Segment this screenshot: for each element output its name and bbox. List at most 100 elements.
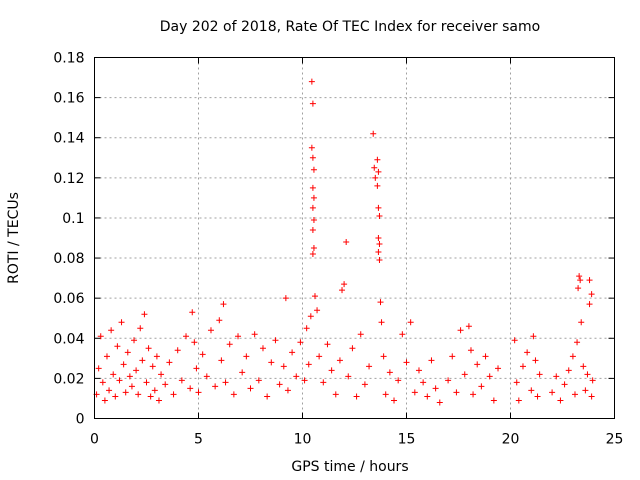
data-point <box>386 369 393 376</box>
data-point <box>370 130 377 137</box>
data-point <box>178 377 185 384</box>
data-point <box>147 393 154 400</box>
data-point <box>289 349 296 356</box>
data-point <box>575 285 582 292</box>
data-point <box>565 367 572 374</box>
data-point <box>375 235 382 241</box>
data-point <box>580 363 587 370</box>
data-point <box>309 154 316 161</box>
data-point <box>495 365 502 372</box>
data-point <box>99 379 106 386</box>
data-point <box>571 391 578 398</box>
data-point <box>305 361 312 368</box>
data-point <box>371 164 378 171</box>
data-point <box>532 357 539 364</box>
y-tick-label: 0.02 <box>53 371 84 387</box>
data-point <box>361 381 368 388</box>
data-point <box>586 277 593 284</box>
data-point <box>143 379 150 386</box>
chart-title: Day 202 of 2018, Rate Of TEC Index for r… <box>160 19 540 35</box>
data-point <box>193 365 200 372</box>
data-point <box>284 387 291 394</box>
data-point <box>324 341 331 348</box>
data-point <box>376 241 383 248</box>
data-point <box>366 363 373 370</box>
data-point <box>339 287 346 294</box>
data-point <box>411 389 418 396</box>
data-point <box>320 379 327 386</box>
data-point <box>314 307 321 314</box>
y-tick-label: 0 <box>76 412 85 428</box>
y-tick-label: 0.04 <box>53 331 84 347</box>
data-point <box>376 257 383 264</box>
data-point <box>251 331 258 338</box>
data-point <box>97 333 104 340</box>
data-point <box>345 373 352 380</box>
data-point <box>578 319 585 326</box>
data-point <box>382 391 389 398</box>
data-point <box>588 393 595 400</box>
data-point <box>235 333 242 340</box>
data-point <box>95 365 102 372</box>
data-point <box>415 367 422 374</box>
data-point <box>557 397 564 404</box>
data-point <box>490 397 497 404</box>
y-tick-label: 0.18 <box>53 51 84 67</box>
x-tick-label: 15 <box>398 432 416 448</box>
data-point <box>162 381 169 388</box>
data-point <box>212 383 219 390</box>
y-tick-label: 0.16 <box>53 91 84 107</box>
data-point <box>166 359 173 366</box>
data-point <box>432 385 439 392</box>
data-point <box>308 78 315 85</box>
x-tick-label: 0 <box>90 432 99 448</box>
data-point <box>375 249 382 256</box>
x-tick-label: 10 <box>294 432 312 448</box>
data-point <box>378 319 385 326</box>
data-point <box>561 381 568 388</box>
axis-ticks: 0 5 10 15 20 25 0 0.02 0.04 0.06 0.08 0.1 0.12 0.14 0.… <box>53 51 623 448</box>
data-point <box>116 377 123 384</box>
data-point <box>133 367 140 374</box>
data-point <box>478 383 485 390</box>
data-point <box>449 353 456 360</box>
data-point <box>112 393 119 400</box>
data-point <box>343 239 350 246</box>
data-point <box>577 277 584 284</box>
data-point <box>122 389 129 396</box>
data-point <box>576 273 583 280</box>
data-point <box>106 387 113 394</box>
data-point <box>372 174 379 181</box>
data-point <box>158 371 165 378</box>
data-point <box>341 281 348 288</box>
data-point <box>103 353 110 360</box>
data-point <box>424 393 431 400</box>
data-point <box>293 373 300 380</box>
x-axis-label: GPS time / hours <box>291 459 408 475</box>
data-point <box>309 251 316 258</box>
data-point <box>282 295 289 302</box>
data-point <box>216 317 223 324</box>
data-point <box>349 345 356 352</box>
data-point <box>220 301 227 308</box>
data-point <box>120 361 127 368</box>
data-point <box>230 391 237 398</box>
data-point <box>110 371 117 378</box>
data-point <box>586 301 593 308</box>
data-point <box>470 391 477 398</box>
data-point <box>207 327 214 334</box>
data-point <box>374 156 381 163</box>
data-point <box>474 361 481 368</box>
data-point <box>569 353 576 360</box>
data-point <box>226 341 233 348</box>
data-point <box>307 313 314 320</box>
data-point <box>280 363 287 370</box>
data-point <box>195 389 202 396</box>
data-point <box>310 216 317 223</box>
data-point <box>310 245 317 252</box>
data-point <box>222 379 229 386</box>
data-point <box>436 399 443 406</box>
data-point <box>149 363 156 370</box>
data-point <box>310 166 317 173</box>
